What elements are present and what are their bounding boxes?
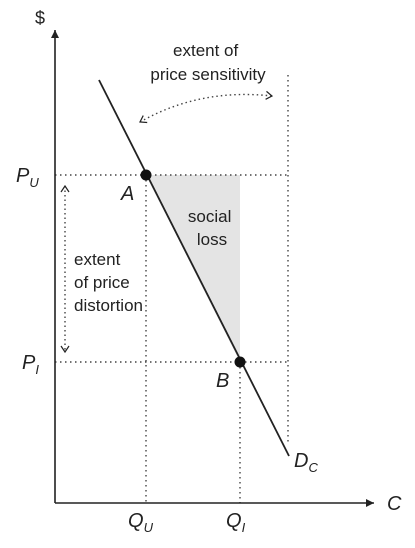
point-a-label: A bbox=[120, 183, 134, 205]
price-label-lower: PI bbox=[22, 352, 39, 377]
price-sensitivity-note: extent of price sensitivity bbox=[150, 41, 266, 84]
demand-curve-line bbox=[98, 79, 290, 457]
guide-lines bbox=[55, 75, 290, 503]
price-distortion-note: extent of price distortion bbox=[74, 250, 143, 315]
y-axis-label: $ bbox=[35, 8, 45, 28]
social-loss-area bbox=[146, 175, 240, 362]
point-a-marker bbox=[140, 169, 152, 181]
point-b-label: B bbox=[216, 370, 229, 392]
quantity-label-lower: QI bbox=[226, 510, 246, 535]
point-b-marker bbox=[234, 356, 246, 368]
quantity-label-upper: QU bbox=[128, 510, 154, 535]
social-loss-note: social loss bbox=[188, 207, 236, 249]
price-label-upper: PU bbox=[16, 165, 39, 190]
demand-curve-label: DC bbox=[294, 450, 318, 475]
price-sensitivity-arrow bbox=[139, 90, 274, 124]
x-axis-label: C bbox=[387, 493, 402, 515]
